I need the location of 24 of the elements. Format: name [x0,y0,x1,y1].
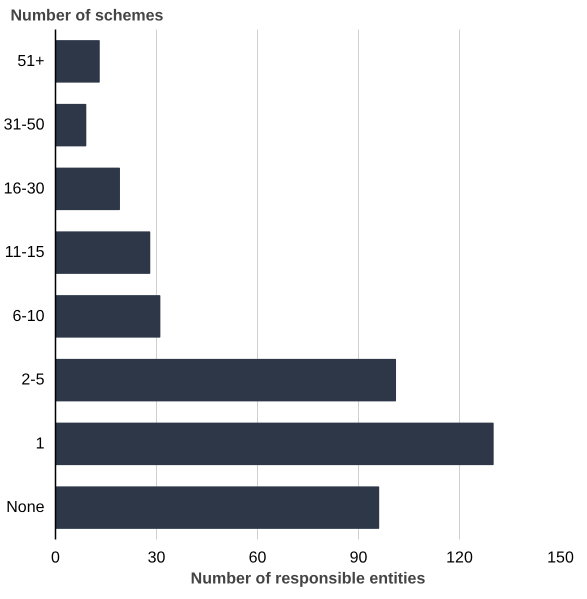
bar [56,486,380,529]
bar [56,422,494,466]
x-axis-title: Number of responsible entities [190,570,426,588]
bar [56,295,160,338]
bar [56,168,120,210]
y-tick-label: 16-30 [4,180,45,198]
y-tick-label: 1 [36,435,45,452]
x-tick-label: 30 [148,550,166,566]
y-tick-label: 2-5 [21,372,45,389]
y-tick-label: 51+ [17,52,44,70]
x-tick-label: 120 [446,550,473,566]
y-tick-label: 11-15 [4,244,45,262]
y-tick-label: None [6,499,45,516]
bar [56,231,150,274]
x-tick-label: 150 [547,550,574,566]
y-tick-label: 31-50 [4,116,45,134]
y-axis-title: Number of schemes [10,8,164,24]
bar [56,358,396,402]
x-tick-label: 60 [248,550,266,566]
x-tick-label: 0 [51,550,60,566]
bar [56,104,86,146]
bar [56,40,100,83]
x-tick-label: 90 [350,550,368,566]
y-tick-label: 6-10 [12,308,45,325]
